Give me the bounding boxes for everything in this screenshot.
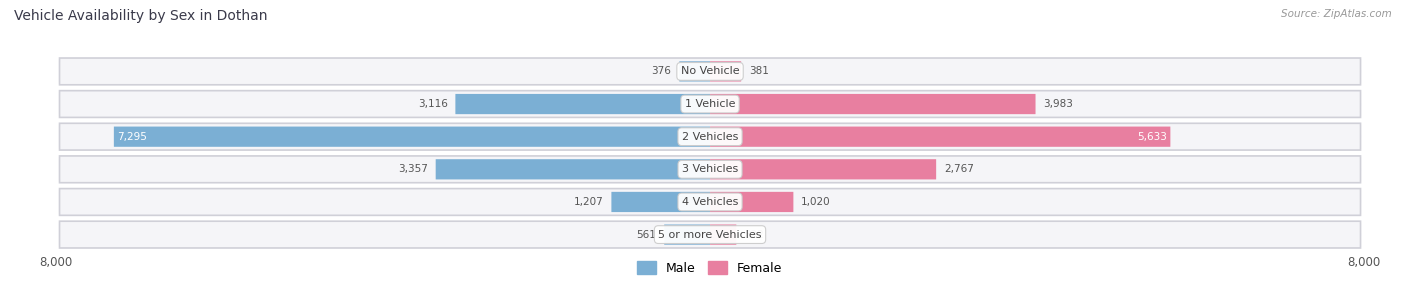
- FancyBboxPatch shape: [710, 225, 737, 245]
- Text: 1,207: 1,207: [574, 197, 603, 207]
- FancyBboxPatch shape: [612, 192, 710, 212]
- Text: 4 Vehicles: 4 Vehicles: [682, 197, 738, 207]
- Text: 3 Vehicles: 3 Vehicles: [682, 164, 738, 174]
- FancyBboxPatch shape: [710, 159, 936, 179]
- Text: 376: 376: [651, 66, 672, 76]
- Text: 3,983: 3,983: [1043, 99, 1073, 109]
- FancyBboxPatch shape: [710, 61, 741, 81]
- FancyBboxPatch shape: [710, 127, 1170, 147]
- Text: 1,020: 1,020: [801, 197, 831, 207]
- Text: 1 Vehicle: 1 Vehicle: [685, 99, 735, 109]
- FancyBboxPatch shape: [59, 123, 1361, 150]
- Text: 2,767: 2,767: [943, 164, 974, 174]
- Legend: Male, Female: Male, Female: [633, 256, 787, 280]
- FancyBboxPatch shape: [710, 94, 1036, 114]
- FancyBboxPatch shape: [456, 94, 710, 114]
- Text: 7,295: 7,295: [117, 132, 148, 142]
- FancyBboxPatch shape: [436, 159, 710, 179]
- Text: 5,633: 5,633: [1137, 132, 1167, 142]
- FancyBboxPatch shape: [59, 58, 1361, 85]
- Text: 322: 322: [744, 230, 763, 240]
- Text: Source: ZipAtlas.com: Source: ZipAtlas.com: [1281, 9, 1392, 19]
- FancyBboxPatch shape: [114, 127, 710, 147]
- FancyBboxPatch shape: [59, 221, 1361, 248]
- Text: 381: 381: [749, 66, 769, 76]
- FancyBboxPatch shape: [710, 192, 793, 212]
- Text: Vehicle Availability by Sex in Dothan: Vehicle Availability by Sex in Dothan: [14, 9, 267, 23]
- FancyBboxPatch shape: [59, 156, 1361, 183]
- FancyBboxPatch shape: [59, 188, 1361, 215]
- Text: 3,116: 3,116: [418, 99, 447, 109]
- Text: 3,357: 3,357: [398, 164, 427, 174]
- Text: No Vehicle: No Vehicle: [681, 66, 740, 76]
- Text: 2 Vehicles: 2 Vehicles: [682, 132, 738, 142]
- FancyBboxPatch shape: [679, 61, 710, 81]
- FancyBboxPatch shape: [664, 225, 710, 245]
- Text: 5 or more Vehicles: 5 or more Vehicles: [658, 230, 762, 240]
- Text: 561: 561: [637, 230, 657, 240]
- FancyBboxPatch shape: [59, 91, 1361, 118]
